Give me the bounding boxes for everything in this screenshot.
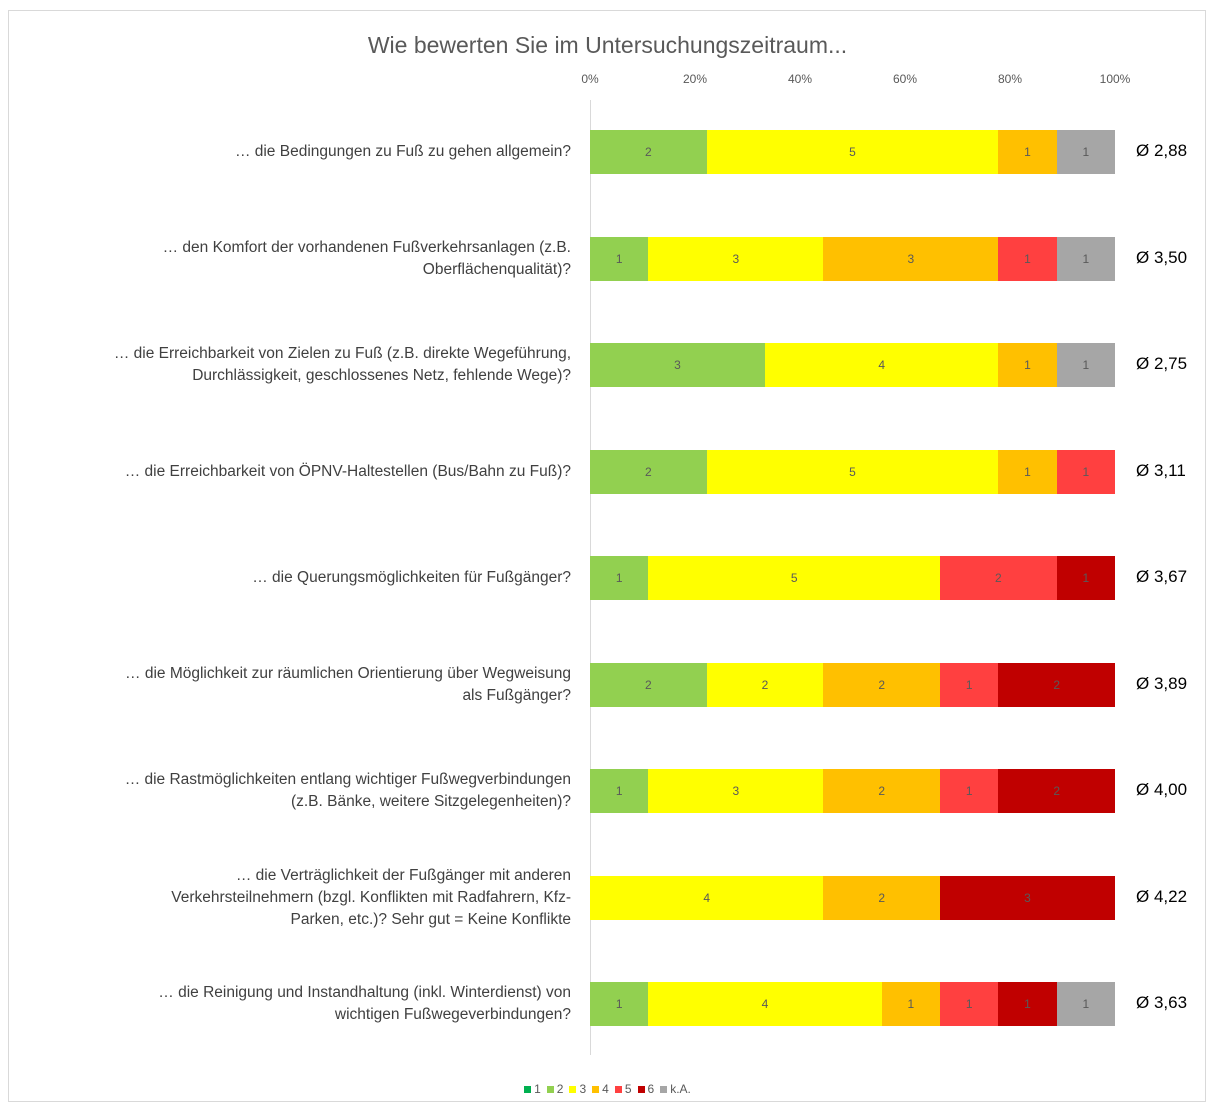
bar-segment: 4 — [648, 982, 882, 1026]
bar-segment: 5 — [648, 556, 940, 600]
category-label: … die Rastmöglichkeiten entlang wichtige… — [124, 771, 571, 810]
bar-segment: 3 — [823, 236, 999, 281]
legend-item: 2 — [546, 1082, 564, 1096]
x-tick-label: 80% — [997, 72, 1023, 86]
category-label: … die Verträglichkeit der Fußgänger mit … — [171, 866, 571, 928]
bar-segment: 1 — [1056, 449, 1115, 494]
chart-title: Wie bewerten Sie im Untersuchungszeitrau… — [367, 32, 848, 58]
bar-segment: 2 — [590, 662, 707, 707]
average-label: Ø 3,89 — [1136, 673, 1188, 693]
category-label: … die Erreichbarkeit von ÖPNV-Haltestell… — [124, 462, 571, 480]
legend-label: 6 — [647, 1082, 655, 1096]
legend-swatch — [592, 1086, 600, 1093]
legend-swatch — [546, 1086, 554, 1093]
category-label: … den Komfort der vorhandenen Fußverkehr… — [162, 238, 571, 278]
bar-segment: 1 — [940, 769, 999, 813]
bar-segment: 2 — [823, 769, 940, 813]
legend-swatch — [569, 1086, 577, 1093]
bar-segment: 1 — [998, 236, 1057, 281]
bar-segment: 2 — [940, 556, 1057, 600]
average-label: Ø 4,00 — [1136, 780, 1188, 799]
legend-label: k.A. — [670, 1082, 691, 1096]
bar-segment: 1 — [590, 236, 649, 281]
x-tick-label: 0% — [581, 72, 599, 86]
bar-segment: 2 — [706, 662, 824, 707]
bar-segment: 1 — [881, 982, 940, 1026]
average-label: Ø 4,22 — [1136, 886, 1188, 906]
bar-segment: 1 — [1056, 982, 1115, 1026]
bar-segment: 3 — [648, 236, 824, 281]
legend-swatch — [614, 1086, 622, 1093]
bar-segment: 1 — [998, 130, 1057, 174]
bar-segment: 2 — [590, 130, 707, 174]
bar-segment: 3 — [940, 875, 1115, 920]
legend-label: 4 — [602, 1082, 609, 1096]
bar-segment: 1 — [998, 982, 1057, 1026]
average-label: Ø 3,11 — [1136, 460, 1186, 480]
average-label: Ø 2,75 — [1136, 354, 1188, 373]
bar-segment: 4 — [590, 875, 824, 920]
legend-swatch — [637, 1086, 645, 1093]
bar-segment: 1 — [1056, 130, 1115, 174]
legend-item: 6 — [637, 1082, 655, 1096]
bar-segment: 3 — [590, 343, 765, 387]
x-tick-label: 40% — [787, 72, 813, 86]
bar-segment: 1 — [590, 769, 649, 813]
bar-segment: 2 — [998, 662, 1115, 707]
bar-segment: 1 — [940, 982, 999, 1026]
bar-segment: 1 — [998, 449, 1057, 494]
bar-segment: 2 — [590, 449, 707, 494]
bar-segment: 5 — [706, 449, 999, 494]
legend-label: 5 — [624, 1082, 632, 1096]
category-label: … die Reinigung und Instandhaltung (inkl… — [158, 984, 571, 1023]
bar-segment: 5 — [706, 130, 999, 174]
category-label: … die Erreichbarkeit von Zielen zu Fuß (… — [113, 345, 571, 384]
legend-item: k.A. — [660, 1082, 691, 1096]
category-label: … die Möglichkeit zur räumlichen Orienti… — [125, 664, 571, 704]
legend-label: 3 — [579, 1082, 587, 1096]
bar-segment: 1 — [1056, 556, 1115, 600]
legend-item: 4 — [592, 1082, 609, 1096]
legend-label: 1 — [534, 1082, 541, 1096]
legend-swatch — [660, 1086, 668, 1093]
legend-swatch — [524, 1086, 532, 1093]
bar-segment: 1 — [998, 343, 1057, 387]
bar-segment: 1 — [1056, 343, 1115, 387]
bar-segment: 1 — [590, 556, 649, 600]
bar-segment: 1 — [590, 982, 649, 1026]
x-tick-label: 20% — [682, 72, 708, 86]
average-label: Ø 3,50 — [1136, 247, 1188, 267]
average-label: Ø 2,88 — [1136, 141, 1188, 160]
x-tick-label: 60% — [892, 72, 918, 86]
category-label: … die Querungsmöglichkeiten für Fußgänge… — [252, 569, 571, 586]
bar-segment: 2 — [998, 769, 1115, 813]
bar-segment: 2 — [823, 662, 940, 707]
bar-segment: 3 — [648, 769, 824, 813]
bar-segment: 1 — [940, 662, 999, 707]
bar-segment: 4 — [765, 343, 999, 387]
legend-item: 1 — [524, 1082, 541, 1096]
legend: 1 2 3 4 5 6 k.A. — [0, 1082, 1215, 1096]
legend-label: 2 — [556, 1082, 564, 1096]
bar-segment: 1 — [1056, 236, 1115, 281]
x-tick-label: 100% — [1099, 72, 1131, 86]
legend-item: 3 — [569, 1082, 586, 1096]
bar-segment: 2 — [823, 875, 940, 920]
average-label: Ø 3,63 — [1136, 993, 1188, 1012]
legend-item: 5 — [614, 1082, 632, 1096]
category-label: … die Bedingungen zu Fuß zu gehen allgem… — [234, 143, 571, 160]
average-label: Ø 3,67 — [1136, 567, 1188, 586]
